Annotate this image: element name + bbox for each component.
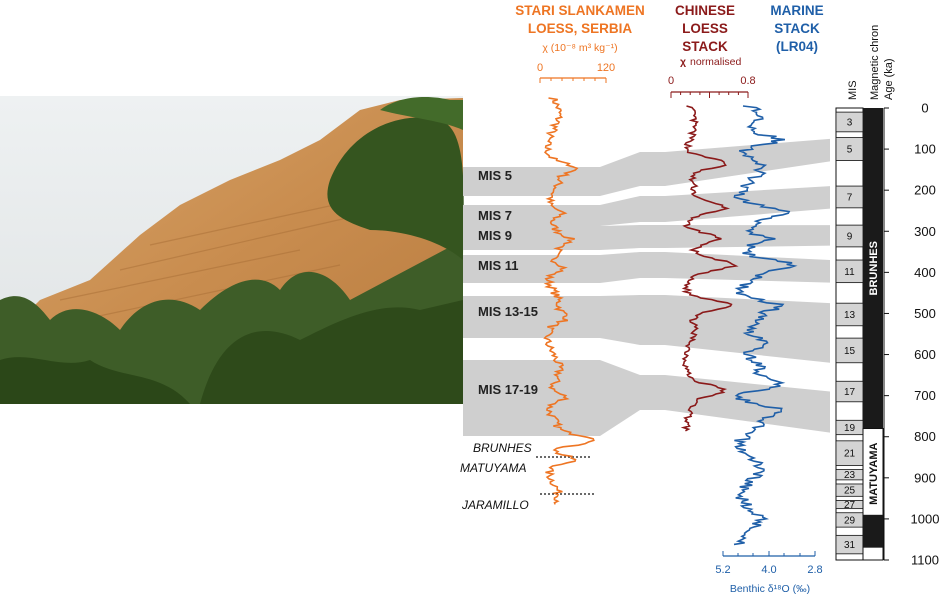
mis-labels: MIS 5 MIS 7 MIS 9 MIS 11 MIS 13-15 MIS 1…: [478, 168, 538, 397]
mis-label: MIS 11: [478, 258, 518, 273]
mis-label: MIS 9: [478, 228, 512, 243]
mis-stage-number: 19: [844, 423, 856, 434]
brunhes-boundary-label: BRUNHES: [473, 441, 532, 455]
marine-title-line1: MARINE: [770, 3, 823, 18]
china-units-text: normalised: [690, 56, 742, 68]
mis-label: MIS 5: [478, 168, 512, 183]
mis-stage-number: 7: [847, 192, 853, 203]
china-units-symbol: χ: [680, 56, 686, 68]
china-tick: 0: [668, 75, 674, 87]
jaramillo-boundary-label: JARAMILLO: [461, 498, 529, 512]
mis-stage-number: 21: [844, 449, 856, 460]
column-headers: MIS Magnetic chron Age (ka): [847, 25, 895, 100]
brunhes-chron-label: BRUNHES: [868, 241, 880, 295]
age-tick-label: 1000: [911, 511, 940, 526]
age-tick-label: 900: [914, 470, 936, 485]
serbia-units: χ (10⁻⁸ m³ kg⁻¹): [542, 42, 617, 54]
mis-stage-number: 5: [847, 145, 853, 156]
loess-cliff-photo: [0, 96, 464, 404]
interglacial-band: [463, 252, 830, 283]
marine-axis-label: Benthic δ¹⁸O (‰): [730, 583, 810, 595]
marine-axis: 5.2 4.0 2.8 Benthic δ¹⁸O (‰): [715, 551, 823, 595]
mis-stage-number: 23: [844, 470, 856, 481]
mis-stage-number: 31: [844, 540, 856, 551]
mis-stage-column: 3 5 7 9 11 13 15 17 19 21 23 25 27 29 31: [835, 107, 864, 561]
mis-label: MIS 13-15: [478, 304, 538, 319]
mis-label: MIS 17-19: [478, 382, 538, 397]
chinese-susceptibility-curve: [680, 105, 739, 432]
interglacial-band: [463, 138, 830, 196]
marine-title-line3: (LR04): [776, 39, 818, 54]
boundary-labels: BRUNHES MATUYAMA JARAMILLO: [460, 441, 594, 512]
matuyama-chron-label: MATUYAMA: [868, 442, 880, 504]
china-title-line2: LOESS: [682, 21, 728, 36]
serbia-susceptibility-curve: [543, 97, 595, 505]
age-tick-label: 700: [914, 388, 936, 403]
marine-header: MARINE STACK (LR04): [770, 3, 823, 54]
chron-column-header: Magnetic chron: [869, 25, 881, 100]
jaramillo-subchron-bar: [863, 514, 883, 548]
marine-d18o-curve: [733, 105, 798, 546]
serbia-title-line2: LOESS, SERBIA: [528, 21, 633, 36]
marine-tick: 5.2: [715, 564, 730, 576]
interglacial-band: [463, 360, 830, 436]
age-tick-label: 500: [914, 306, 936, 321]
interglacial-band: [463, 225, 830, 250]
age-tick-label: 300: [914, 224, 936, 239]
age-tick-label: 400: [914, 265, 936, 280]
proxy-curves: [543, 97, 798, 546]
serbia-tick: 0: [537, 62, 543, 74]
mis-stage-number: 3: [847, 117, 853, 128]
age-tick-label: 100: [914, 142, 936, 157]
age-column-header: Age (ka): [883, 58, 895, 100]
marine-tick: 4.0: [761, 564, 776, 576]
interglacial-band: [463, 295, 830, 363]
mis-stage-number: 27: [844, 500, 856, 511]
mis-stage-number: 17: [844, 387, 856, 398]
age-tick-label: 200: [914, 183, 936, 198]
interglacial-band: [463, 186, 830, 226]
age-tick-label: 1100: [911, 553, 939, 568]
china-tick: 0.8: [740, 75, 755, 87]
serbia-tick: 120: [597, 62, 615, 74]
age-tick-label: 800: [914, 429, 936, 444]
interglacial-correlation-bands: [463, 138, 830, 436]
mis-stage-number: 9: [847, 231, 853, 242]
china-title-line1: CHINESE: [675, 3, 735, 18]
serbia-header: STARI SLANKAMEN LOESS, SERBIA χ (10⁻⁸ m³…: [515, 3, 645, 83]
magnetic-chron-column: BRUNHES MATUYAMA: [862, 108, 884, 561]
serbia-title-line1: STARI SLANKAMEN: [515, 3, 645, 18]
mis-stage-number: 29: [844, 515, 856, 526]
matuyama-boundary-label: MATUYAMA: [460, 461, 526, 475]
age-axis: 0 100 200 300 400 500 600 700 800 900 1000 1100: [883, 101, 940, 568]
age-tick-label: 0: [921, 101, 928, 116]
mis-stage-number: 13: [844, 310, 856, 321]
mis-stage-number: 15: [844, 346, 856, 357]
marine-tick: 2.8: [807, 564, 822, 576]
mis-stage-number: 25: [844, 486, 856, 497]
mis-label: MIS 7: [478, 208, 512, 223]
china-title-line3: STACK: [682, 39, 728, 54]
china-header: CHINESE LOESS STACK χ normalised 0 0.8: [668, 3, 756, 98]
marine-title-line2: STACK: [774, 21, 820, 36]
mis-column-header: MIS: [847, 80, 859, 100]
mis-stage-number: 11: [844, 267, 855, 278]
age-tick-label: 600: [914, 347, 936, 362]
brunhes-chron-bar: [863, 108, 883, 429]
mis-stage-box: [835, 337, 864, 364]
mis-stage-box: [835, 440, 864, 466]
